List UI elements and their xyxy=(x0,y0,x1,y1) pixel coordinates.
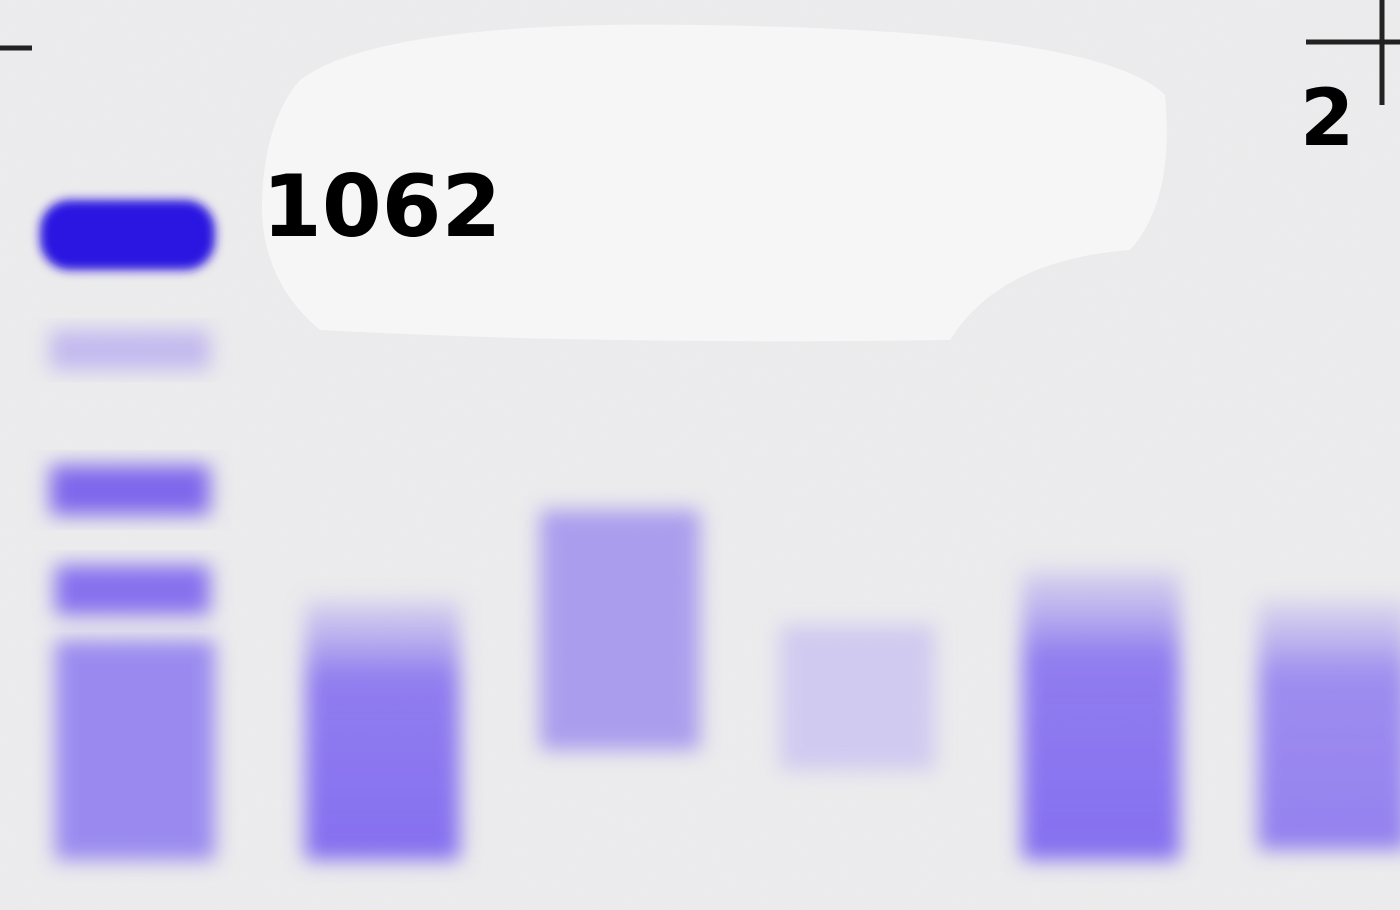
corner-label: 2 xyxy=(1300,74,1354,164)
marker-label: 1062 xyxy=(262,157,501,257)
lane-5 xyxy=(1022,570,1180,860)
whiteout xyxy=(261,24,1167,342)
band xyxy=(55,640,215,860)
lane-2 xyxy=(305,600,460,860)
band xyxy=(55,565,210,615)
lane-4 xyxy=(780,625,935,770)
lane-1 xyxy=(40,200,215,860)
lane-3 xyxy=(540,510,700,750)
band xyxy=(40,200,215,270)
band xyxy=(50,465,210,515)
band xyxy=(50,330,210,370)
lane-6 xyxy=(1258,600,1400,850)
